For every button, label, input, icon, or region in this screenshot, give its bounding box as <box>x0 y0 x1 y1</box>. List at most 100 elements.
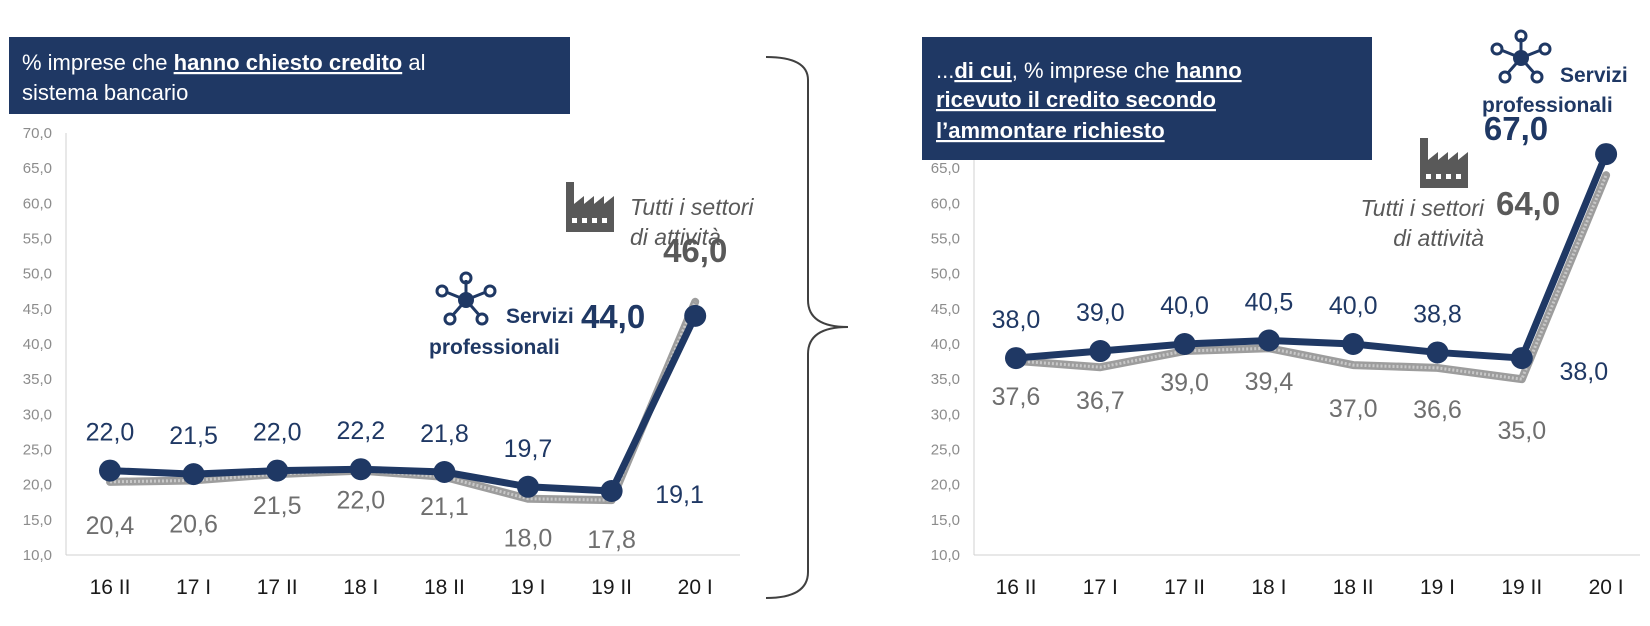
right-professional-value-label: 38,0 <box>1559 358 1608 386</box>
right-title-part-4: hanno <box>1176 58 1242 83</box>
right-title-line2: ricevuto il credito secondo <box>936 87 1216 112</box>
network-icon-right <box>1490 29 1552 84</box>
right-title-part-3: , % imprese che <box>1012 58 1176 83</box>
left-all-sectors-value-label: 21,1 <box>420 493 469 521</box>
left-y-tick-label: 55,0 <box>23 231 52 248</box>
right-title-box <box>922 37 1372 160</box>
left-series-professional-point <box>433 461 456 484</box>
right-y-tick-label: 15,0 <box>931 512 960 529</box>
left-all-sectors-value-label: 20,6 <box>169 510 218 538</box>
right-professional-value-label: 38,0 <box>992 306 1041 334</box>
right-y-tick-label: 60,0 <box>931 195 960 212</box>
right-y-tick-label: 55,0 <box>931 231 960 248</box>
left-y-tick-label: 45,0 <box>23 301 52 318</box>
left-y-tick-label: 15,0 <box>23 512 52 529</box>
left-title-part-2: hanno chiesto credito <box>174 50 403 75</box>
right-series-all-sectors-texture <box>1015 174 1608 381</box>
right-y-tick-label: 50,0 <box>931 266 960 283</box>
right-chart-panel: 10,0 15,0 20,0 25,0 30,0 35,0 40,0 45,0 50,0 55,0… <box>922 29 1640 599</box>
right-all-sectors-value-label: 39,0 <box>1160 369 1209 397</box>
left-title-part-3: al <box>402 50 425 75</box>
left-y-tick-label: 65,0 <box>23 160 52 177</box>
right-series-professional-point <box>1173 333 1196 355</box>
right-x-tick-label: 17 I <box>1083 576 1118 599</box>
left-all-sectors-value-label: 21,5 <box>253 492 302 520</box>
right-series-professional-line <box>1012 150 1610 362</box>
right-y-tick-label: 25,0 <box>931 442 960 459</box>
left-title-part-1: % imprese che <box>22 50 174 75</box>
left-y-tick-label: 50,0 <box>23 266 52 283</box>
right-professional-value-label: 40,0 <box>1329 292 1378 320</box>
left-all-sectors-value-label: 22,0 <box>336 487 385 515</box>
right-title-part-1: ... <box>936 58 954 83</box>
left-annotation-prof-line1: Servizi <box>506 305 574 328</box>
left-x-tick-label: 17 I <box>176 576 211 599</box>
right-x-ticks: 16 II 17 I 17 II 18 I 18 II 19 I 19 II 20 I <box>996 576 1624 599</box>
left-series-professional-point <box>266 459 289 482</box>
left-series-professional-point <box>349 458 372 481</box>
right-y-tick-label: 30,0 <box>931 406 960 423</box>
right-series-professional-point <box>1089 340 1112 363</box>
right-series-professional-point <box>1342 333 1365 355</box>
right-series-professional-point <box>1005 347 1027 370</box>
left-y-tick-label: 40,0 <box>23 336 52 353</box>
right-series-professional-point <box>1510 347 1533 370</box>
left-series-professional-point <box>684 304 707 327</box>
right-all-sectors-value-label: 37,6 <box>992 383 1041 411</box>
right-series-professional <box>1005 143 1618 370</box>
right-data-labels: 38,0 39,0 40,0 40,5 40,0 38,8 38,0 67,0 37,6 36,7… <box>992 110 1608 445</box>
right-series-professional-point <box>1257 329 1280 352</box>
left-series-professional-point <box>99 459 121 482</box>
right-all-sectors-value-label: 35,0 <box>1497 417 1546 445</box>
left-professional-value-label: 19,1 <box>655 481 704 509</box>
left-y-tick-label: 60,0 <box>23 195 52 212</box>
left-professional-value-label: 22,2 <box>336 417 385 445</box>
right-professional-value-label: 38,8 <box>1413 300 1462 328</box>
left-annotation-all-line2: di attività <box>630 224 721 250</box>
left-professional-value-label: 22,0 <box>253 419 302 447</box>
left-y-tick-label: 30,0 <box>23 406 52 423</box>
left-x-tick-label: 17 II <box>257 576 298 599</box>
right-all-sectors-value-label: 36,7 <box>1076 387 1125 415</box>
left-x-ticks: 16 II 17 I 17 II 18 I 18 II 19 I 19 II 20 I <box>90 576 713 599</box>
left-title-line1: % imprese che hanno chiesto credito al <box>22 50 425 75</box>
left-all-sectors-value-label: 18,0 <box>504 525 553 553</box>
left-y-tick-label: 70,0 <box>23 125 52 142</box>
left-professional-value-label: 21,5 <box>169 422 218 450</box>
left-title-box <box>9 37 570 114</box>
left-professional-value-label: 21,8 <box>420 420 469 448</box>
right-y-tick-label: 40,0 <box>931 336 960 353</box>
right-x-tick-label: 16 II <box>996 576 1037 599</box>
left-series-professional-point <box>600 479 623 502</box>
right-series-all-sectors <box>1012 171 1611 384</box>
factory-icon <box>566 182 614 232</box>
right-y-tick-label: 20,0 <box>931 477 960 494</box>
right-y-ticks: 10,0 15,0 20,0 25,0 30,0 35,0 40,0 45,0 50,0 55,0… <box>931 160 960 564</box>
right-x-tick-label: 17 II <box>1164 576 1205 599</box>
left-data-labels: 22,0 21,5 22,0 22,2 21,8 19,7 19,1 44,0 20,4 20,6… <box>86 232 728 554</box>
right-x-tick-label: 18 II <box>1333 576 1374 599</box>
right-x-tick-label: 19 II <box>1501 576 1542 599</box>
right-professional-value-label: 40,0 <box>1160 292 1209 320</box>
right-title-line3: l’ammontare richiesto <box>936 118 1165 143</box>
network-icon <box>435 271 497 326</box>
left-y-tick-label: 20,0 <box>23 477 52 494</box>
right-x-tick-label: 19 I <box>1420 576 1455 599</box>
left-x-tick-label: 18 II <box>424 576 465 599</box>
right-series-professional-point <box>1426 341 1449 364</box>
right-annotation-all-line2: di attività <box>1393 225 1484 251</box>
left-y-ticks: 10,0 15,0 20,0 25,0 30,0 35,0 40,0 45,0 50,0 55,0… <box>23 125 52 564</box>
right-annotation-prof-line1: Servizi <box>1560 64 1628 87</box>
left-y-tick-label: 10,0 <box>23 547 52 564</box>
right-y-tick-label: 65,0 <box>931 160 960 177</box>
right-all-sectors-value-label: 39,4 <box>1245 368 1294 396</box>
right-title-part-2: di cui <box>954 58 1011 83</box>
left-x-tick-label: 19 I <box>510 576 545 599</box>
right-all-sectors-value-label: 64,0 <box>1496 185 1560 222</box>
left-series-professional-point <box>182 463 205 486</box>
right-y-tick-label: 10,0 <box>931 547 960 564</box>
left-annotation-all-line1: Tutti i settori <box>630 194 754 220</box>
right-title-line1: ...di cui, % imprese che hanno <box>936 58 1242 83</box>
right-x-tick-label: 20 I <box>1589 576 1624 599</box>
